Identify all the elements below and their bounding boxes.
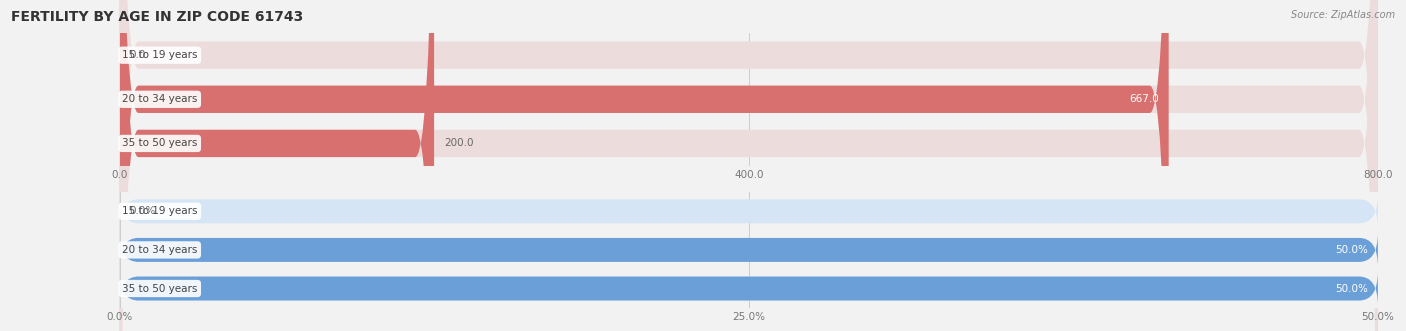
FancyBboxPatch shape	[120, 0, 1168, 331]
Text: 20 to 34 years: 20 to 34 years	[122, 94, 197, 104]
FancyBboxPatch shape	[120, 0, 1378, 331]
Text: 50.0%: 50.0%	[1334, 245, 1368, 255]
Text: FERTILITY BY AGE IN ZIP CODE 61743: FERTILITY BY AGE IN ZIP CODE 61743	[11, 10, 304, 24]
Text: 15 to 19 years: 15 to 19 years	[122, 206, 197, 216]
Text: 20 to 34 years: 20 to 34 years	[122, 245, 197, 255]
FancyBboxPatch shape	[120, 0, 1378, 331]
Text: 50.0%: 50.0%	[1334, 284, 1368, 294]
Text: 667.0: 667.0	[1129, 94, 1159, 104]
FancyBboxPatch shape	[120, 271, 1378, 306]
Text: 15 to 19 years: 15 to 19 years	[122, 50, 197, 60]
Text: Source: ZipAtlas.com: Source: ZipAtlas.com	[1291, 10, 1395, 20]
FancyBboxPatch shape	[120, 194, 1378, 228]
FancyBboxPatch shape	[120, 233, 1378, 267]
Text: 0.0%: 0.0%	[129, 206, 156, 216]
Text: 200.0: 200.0	[444, 138, 474, 148]
FancyBboxPatch shape	[120, 0, 1378, 331]
FancyBboxPatch shape	[120, 233, 1378, 267]
Text: 35 to 50 years: 35 to 50 years	[122, 138, 197, 148]
Text: 0.0: 0.0	[129, 50, 146, 60]
FancyBboxPatch shape	[120, 0, 434, 331]
Text: 35 to 50 years: 35 to 50 years	[122, 284, 197, 294]
FancyBboxPatch shape	[120, 271, 1378, 306]
